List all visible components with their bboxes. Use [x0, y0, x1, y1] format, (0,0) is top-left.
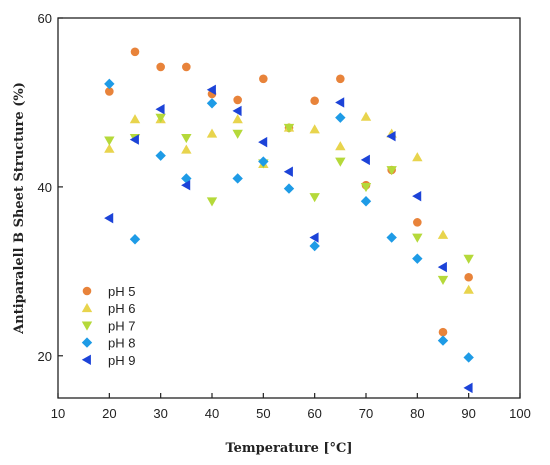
x-tick-label: 20 — [102, 406, 116, 421]
data-point-ph-9 — [283, 166, 293, 177]
data-point-ph-6 — [104, 143, 115, 153]
data-point-ph-7 — [463, 254, 474, 264]
data-point-ph-8 — [437, 335, 449, 346]
x-axis-label: Temperature [°C] — [225, 441, 352, 456]
legend: pH 5 pH 6 pH 7 pH 8 pH 9 — [81, 284, 135, 368]
x-tick-label: 10 — [51, 406, 65, 421]
data-point-ph-5 — [336, 74, 345, 84]
data-point-ph-8 — [129, 234, 141, 245]
legend-label-ph-8: pH 8 — [108, 336, 135, 351]
data-point-ph-7 — [335, 157, 346, 167]
legend-label-ph-5: pH 5 — [108, 284, 135, 299]
data-point-ph-9 — [360, 154, 370, 166]
data-point-ph-7 — [412, 233, 423, 243]
x-tick-label: 40 — [205, 406, 219, 421]
data-point-ph-8 — [463, 352, 474, 363]
data-point-ph-5 — [130, 47, 140, 57]
data-point-ph-7 — [437, 275, 449, 285]
data-point-ph-9 — [412, 190, 422, 202]
data-point-ph-9 — [206, 84, 216, 95]
data-point-ph-7 — [309, 193, 320, 203]
data-point-ph-5 — [156, 62, 165, 72]
legend-label-ph-9: pH 9 — [108, 353, 135, 368]
data-point-ph-7 — [360, 182, 372, 193]
data-point-ph-9 — [386, 131, 396, 142]
data-point-ph-8 — [335, 112, 346, 123]
data-point-ph-9 — [335, 97, 345, 108]
data-point-ph-8 — [360, 196, 372, 207]
x-tick-label: 50 — [256, 406, 270, 421]
data-point-ph-6 — [206, 128, 218, 138]
data-point-ph-6 — [181, 144, 192, 154]
x-tick-label: 90 — [461, 406, 475, 421]
axis-ticks: 10 20 30 40 50 60 70 80 90 100 20 40 60 — [38, 11, 531, 421]
data-point-ph-6 — [412, 152, 423, 162]
data-point-ph-5 — [233, 95, 242, 105]
data-point-ph-6 — [129, 114, 141, 124]
data-point-ph-7 — [155, 113, 166, 123]
legend-marker-ph-5 — [82, 286, 92, 296]
data-point-ph-7 — [206, 197, 218, 207]
y-tick-label: 40 — [38, 180, 52, 195]
data-point-ph-9 — [155, 104, 165, 115]
data-point-ph-7 — [181, 134, 192, 144]
data-point-ph-8 — [386, 232, 397, 243]
data-point-ph-8 — [412, 253, 423, 264]
data-point-ph-7 — [104, 136, 115, 146]
legend-marker-ph-8 — [81, 337, 93, 348]
x-tick-label: 60 — [307, 406, 321, 421]
data-point-ph-7 — [232, 129, 243, 139]
data-points — [104, 47, 474, 394]
data-point-ph-9 — [129, 134, 139, 145]
data-point-ph-6 — [360, 111, 372, 121]
legend-marker-ph-9 — [81, 354, 91, 365]
x-tick-label: 30 — [153, 406, 167, 421]
data-point-ph-5 — [259, 74, 268, 84]
data-point-ph-5 — [464, 272, 473, 282]
data-point-ph-5 — [105, 87, 114, 96]
data-point-ph-9 — [437, 261, 447, 273]
data-point-ph-8 — [309, 240, 320, 252]
data-point-ph-7 — [386, 166, 397, 176]
data-point-ph-9 — [232, 105, 242, 117]
legend-marker-ph-7 — [81, 321, 93, 331]
data-point-ph-9 — [463, 382, 473, 394]
data-point-ph-9 — [104, 212, 114, 224]
y-tick-label: 60 — [38, 11, 52, 26]
data-point-ph-6 — [309, 124, 320, 134]
legend-marker-ph-6 — [81, 303, 93, 313]
data-point-ph-8 — [155, 150, 166, 161]
data-point-ph-6 — [335, 141, 346, 151]
data-point-ph-9 — [258, 136, 268, 148]
data-point-ph-8 — [206, 98, 218, 109]
data-point-ph-8 — [232, 173, 243, 184]
data-point-ph-9 — [181, 180, 191, 191]
data-point-ph-8 — [258, 156, 269, 167]
legend-label-ph-6: pH 6 — [108, 301, 135, 316]
x-tick-label: 70 — [359, 406, 373, 421]
data-point-ph-5 — [182, 62, 191, 72]
data-point-ph-9 — [309, 232, 319, 243]
x-tick-label: 100 — [509, 406, 531, 421]
data-point-ph-6 — [463, 284, 474, 294]
data-point-ph-8 — [104, 78, 115, 90]
plot-frame — [57, 17, 521, 399]
data-point-ph-6 — [437, 229, 449, 239]
data-point-ph-5 — [438, 327, 448, 337]
data-point-ph-8 — [283, 183, 295, 194]
y-tick-label: 20 — [38, 349, 52, 364]
legend-label-ph-7: pH 7 — [108, 318, 135, 333]
data-point-ph-7 — [283, 123, 295, 133]
data-point-ph-5 — [310, 96, 319, 106]
x-tick-label: 80 — [410, 406, 424, 421]
data-point-ph-5 — [413, 218, 422, 227]
y-axis-label: Antiparalell B Sheet Structure (%) — [12, 82, 27, 335]
data-point-ph-6 — [232, 114, 243, 124]
